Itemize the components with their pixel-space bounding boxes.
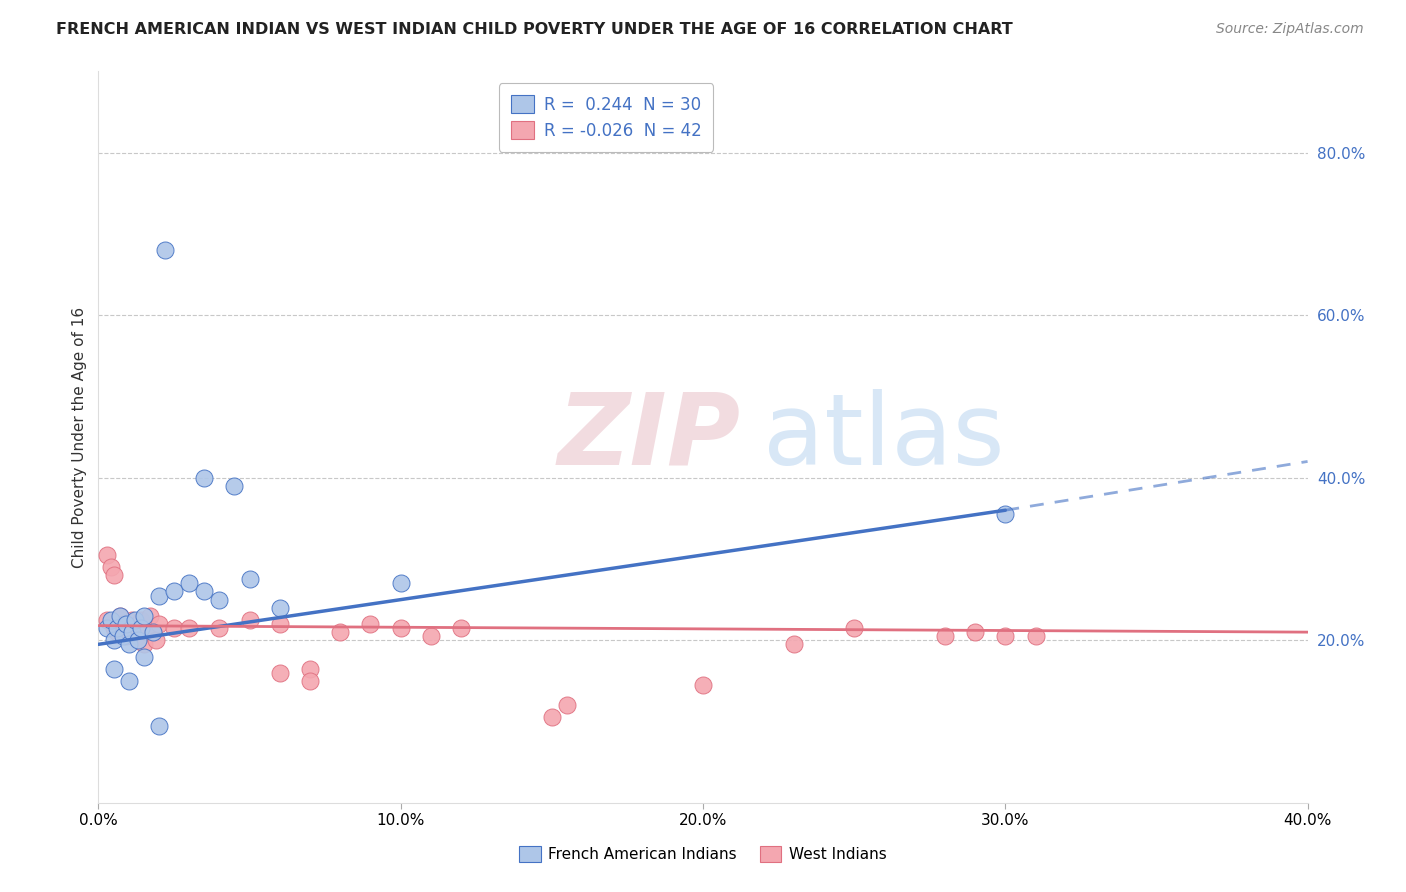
Point (783, 637, 806, 651)
Text: FRENCH AMERICAN INDIAN VS WEST INDIAN CHILD POVERTY UNDER THE AGE OF 16 CORRELAT: FRENCH AMERICAN INDIAN VS WEST INDIAN CH… (56, 22, 1012, 37)
Y-axis label: Child Poverty Under the Age of 16: Child Poverty Under the Age of 16 (72, 307, 87, 567)
Point (132, 649, 155, 664)
Point (127, 629, 149, 643)
Point (299, 673, 322, 688)
Point (163, 584, 186, 599)
Point (142, 625, 165, 640)
Point (127, 633, 149, 648)
Point (208, 592, 231, 607)
Legend: French American Indians, West Indians: French American Indians, West Indians (513, 840, 893, 868)
Point (389, 576, 412, 591)
Point (163, 621, 186, 635)
Point (111, 629, 134, 643)
Text: Source: ZipAtlas.com: Source: ZipAtlas.com (1216, 22, 1364, 37)
Point (965, 625, 987, 640)
Point (994, 629, 1017, 643)
Point (108, 608, 131, 623)
Point (118, 621, 141, 635)
Point (103, 568, 125, 582)
Text: atlas: atlas (763, 389, 1005, 485)
Point (105, 621, 128, 635)
Point (100, 560, 122, 574)
Point (142, 625, 165, 640)
Point (111, 617, 134, 632)
Point (692, 678, 714, 692)
Point (389, 621, 412, 635)
Point (153, 243, 176, 257)
Point (124, 613, 146, 627)
Point (139, 608, 162, 623)
Point (540, 710, 562, 724)
Point (103, 633, 125, 648)
Point (124, 621, 146, 635)
Point (118, 637, 141, 651)
Point (114, 629, 136, 643)
Point (96, 613, 118, 627)
Point (208, 621, 231, 635)
Point (148, 617, 170, 632)
Point (844, 621, 866, 635)
Point (179, 621, 201, 635)
Point (1024, 629, 1046, 643)
Point (148, 718, 170, 732)
Point (193, 584, 215, 599)
Point (555, 698, 578, 713)
Point (329, 625, 352, 640)
Point (934, 629, 956, 643)
Point (360, 617, 382, 632)
Point (132, 637, 155, 651)
Point (269, 665, 291, 680)
Point (96, 621, 118, 635)
Point (132, 608, 155, 623)
Point (108, 608, 131, 623)
Point (129, 621, 152, 635)
Point (105, 625, 128, 640)
Point (239, 613, 262, 627)
Point (100, 613, 122, 627)
Point (148, 589, 170, 603)
Point (129, 613, 152, 627)
Point (118, 673, 141, 688)
Point (994, 508, 1017, 522)
Point (121, 625, 143, 640)
Point (121, 613, 143, 627)
Text: ZIP: ZIP (558, 389, 741, 485)
Point (269, 600, 291, 615)
Point (224, 479, 246, 493)
Point (103, 662, 125, 676)
Point (193, 471, 215, 485)
Point (239, 572, 262, 586)
Point (103, 621, 125, 635)
Point (420, 629, 443, 643)
Point (179, 576, 201, 591)
Point (96, 548, 118, 562)
Point (145, 633, 167, 648)
Point (135, 625, 157, 640)
Point (299, 662, 322, 676)
Point (114, 617, 136, 632)
Point (269, 617, 291, 632)
Point (450, 621, 472, 635)
